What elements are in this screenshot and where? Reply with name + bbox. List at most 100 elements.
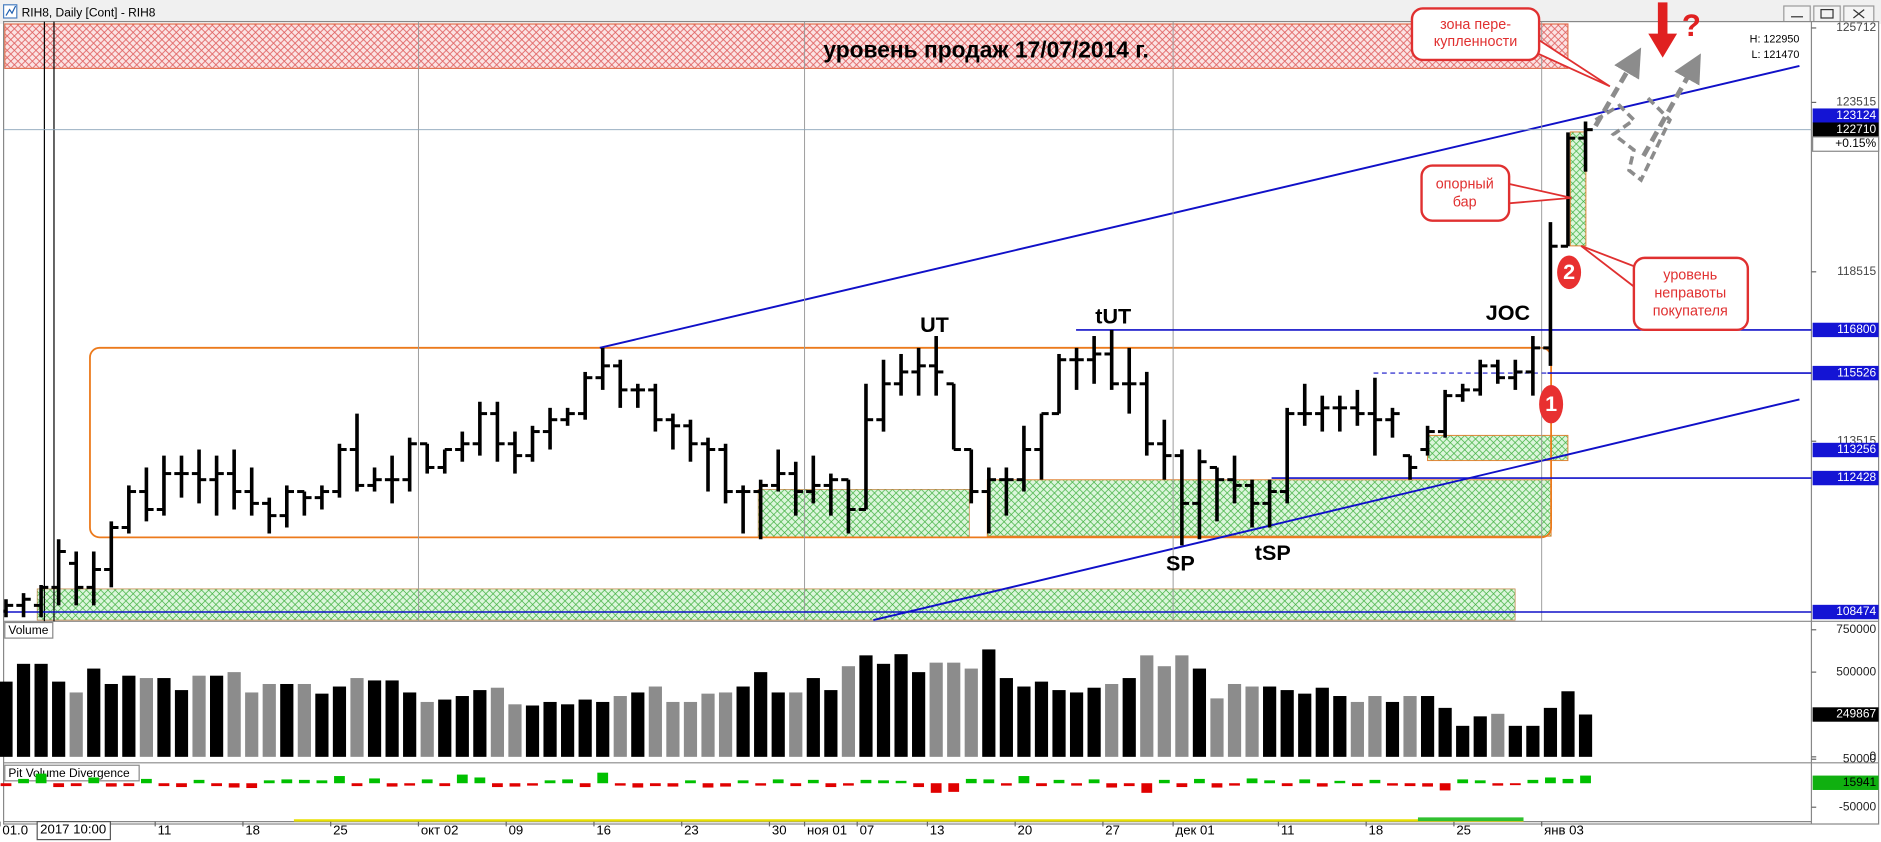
bar [508, 704, 522, 757]
support-zone [1427, 434, 1569, 462]
bar [1527, 779, 1539, 784]
y-tick-label: 125712 [1836, 20, 1876, 34]
y-tick-label: 0 [1870, 749, 1877, 763]
bar [1123, 783, 1135, 787]
bar [1492, 783, 1504, 786]
bar [1018, 776, 1030, 784]
forecast-path [1594, 94, 1673, 183]
level-label: 113256 [1837, 442, 1876, 456]
x-tick-label: 13 [930, 823, 945, 838]
bar [1403, 696, 1417, 757]
x-tick-label: 27 [1105, 823, 1120, 838]
bar [720, 783, 731, 787]
bar [1106, 783, 1118, 788]
bar [736, 686, 750, 757]
current-price-label: 122710 [1836, 122, 1876, 136]
bar [718, 692, 733, 757]
current-divergence-box [1812, 775, 1879, 790]
minimize-button[interactable] [1783, 5, 1811, 23]
title-bar [0, 0, 1881, 24]
callout-text: купленности [1434, 34, 1517, 50]
level-label: 108474 [1836, 604, 1876, 618]
x-tick-label: 11 [1281, 823, 1295, 838]
bar [492, 783, 503, 788]
annotation: JOC [1486, 300, 1530, 325]
bar [649, 783, 661, 787]
bar [1071, 783, 1082, 786]
bar [473, 690, 487, 757]
bar [561, 704, 575, 757]
bar [702, 783, 714, 788]
bar [1333, 696, 1347, 757]
window-controls[interactable] [1783, 5, 1875, 23]
level-label: 112428 [1837, 470, 1876, 484]
bar [1404, 783, 1416, 787]
bar [843, 783, 854, 786]
bar [1457, 779, 1469, 784]
annotation: ? [1682, 8, 1701, 43]
high-label: H: 122950 [1750, 33, 1800, 45]
bar [648, 686, 662, 757]
marker-badge [1557, 255, 1582, 290]
bar [613, 696, 627, 757]
bar [334, 776, 345, 784]
x-tick-label: янв 03 [1544, 823, 1584, 838]
bar [34, 663, 48, 757]
x-tick-label: 30 [772, 823, 787, 838]
annotation: tSP [1255, 540, 1291, 565]
trend-line [599, 65, 1800, 349]
bar [1034, 681, 1049, 757]
bar [420, 701, 434, 757]
bar [1227, 683, 1242, 757]
bar [807, 779, 819, 784]
bar [245, 692, 259, 757]
bar [1194, 778, 1205, 784]
bar [69, 692, 83, 757]
bar [824, 690, 838, 757]
y-tick-label: 750000 [1836, 622, 1876, 636]
bar [0, 681, 13, 757]
callout-text: неправоты [1654, 286, 1726, 302]
bar [1036, 783, 1047, 787]
bar [122, 675, 136, 757]
bar [1281, 783, 1293, 787]
forecast-arrow [1641, 53, 1701, 158]
pane-label-box [4, 621, 54, 639]
bar [1526, 725, 1540, 757]
bar [1087, 687, 1101, 757]
bar [456, 774, 468, 784]
bar [912, 672, 926, 757]
bar [1561, 691, 1575, 757]
bar [631, 692, 645, 757]
bar [1369, 779, 1381, 784]
x-tick-label: 20 [1018, 823, 1033, 838]
bar [876, 663, 891, 757]
bar [667, 783, 679, 787]
callout-text: уровень [1663, 268, 1717, 284]
callout [1420, 164, 1511, 222]
trend-line [873, 398, 1800, 622]
bar [701, 693, 715, 757]
bar [859, 655, 873, 757]
bar [878, 780, 889, 784]
current-volume-label: 249867 [1836, 707, 1876, 721]
bar [1420, 696, 1435, 757]
annotation: 2 [1563, 259, 1575, 284]
bar [1387, 783, 1398, 786]
bar [262, 683, 276, 757]
bar [947, 662, 961, 757]
bar [790, 783, 802, 787]
bar [1122, 678, 1136, 757]
level-box [1812, 604, 1879, 620]
bar [1578, 714, 1593, 757]
bar [1456, 725, 1470, 757]
bar [825, 783, 837, 788]
cursor-time-box [36, 821, 111, 841]
bar [439, 783, 451, 787]
bar [281, 779, 293, 784]
bar [176, 783, 187, 788]
annotation: UT [920, 312, 949, 337]
x-tick-label: 01.0 [2, 823, 28, 838]
